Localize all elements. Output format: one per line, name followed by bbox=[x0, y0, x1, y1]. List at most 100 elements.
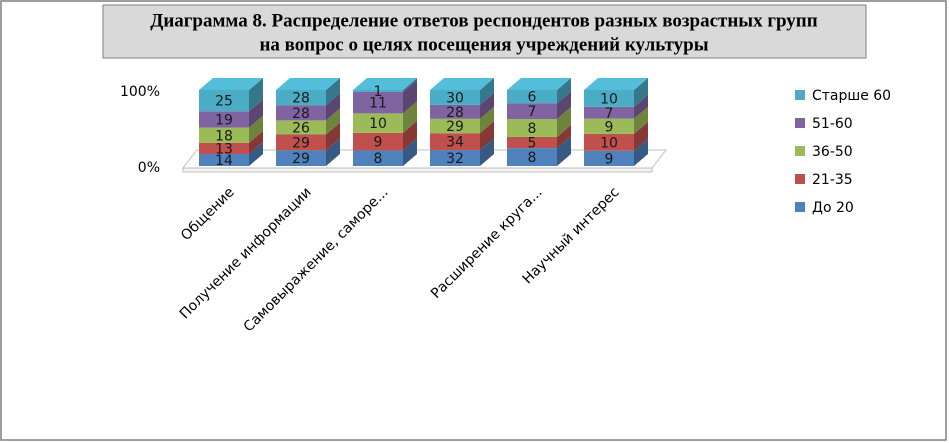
data-label: 26 bbox=[292, 120, 310, 136]
bar-side bbox=[480, 138, 494, 166]
legend-swatch bbox=[795, 90, 805, 100]
data-label: 5 bbox=[528, 136, 537, 152]
bar bbox=[353, 90, 403, 92]
bar bbox=[584, 150, 634, 166]
data-label: 9 bbox=[605, 119, 614, 135]
bar bbox=[507, 103, 557, 120]
data-label: 32 bbox=[446, 151, 464, 167]
bar-top bbox=[584, 78, 648, 90]
data-label: 18 bbox=[215, 128, 233, 144]
bar-side bbox=[403, 79, 417, 114]
bar bbox=[276, 120, 326, 135]
data-label: 29 bbox=[446, 119, 464, 135]
bar-side bbox=[403, 120, 417, 151]
bar bbox=[276, 105, 326, 121]
legend-label: 36-50 bbox=[812, 144, 853, 160]
data-label: 8 bbox=[528, 150, 537, 166]
bar bbox=[584, 106, 634, 119]
legend-label: 51-60 bbox=[812, 116, 853, 132]
bar-side bbox=[403, 78, 417, 92]
bar bbox=[430, 133, 480, 151]
bar bbox=[199, 127, 249, 143]
bar-top bbox=[276, 78, 340, 90]
bar-top bbox=[353, 78, 417, 90]
bar-side bbox=[326, 122, 340, 151]
data-label: 25 bbox=[215, 94, 233, 110]
floor-edge bbox=[182, 167, 653, 173]
bar bbox=[430, 90, 480, 105]
data-label: 7 bbox=[605, 106, 614, 122]
bar bbox=[353, 113, 403, 133]
data-label: 11 bbox=[369, 96, 387, 112]
bar bbox=[199, 111, 249, 128]
bar bbox=[507, 119, 557, 137]
bar-side bbox=[403, 138, 417, 166]
bar-side bbox=[480, 92, 494, 119]
bar-side bbox=[557, 78, 571, 104]
data-label: 30 bbox=[446, 90, 464, 106]
bar bbox=[353, 150, 403, 166]
bar-top bbox=[199, 78, 263, 90]
bar-side bbox=[249, 130, 263, 155]
bar-side bbox=[249, 99, 263, 128]
bar bbox=[276, 90, 326, 106]
bar bbox=[584, 133, 634, 151]
data-label: 28 bbox=[292, 106, 310, 122]
data-label: 19 bbox=[215, 112, 233, 128]
data-label: 6 bbox=[528, 90, 537, 106]
data-label: 10 bbox=[369, 116, 387, 132]
legend-label: До 20 bbox=[812, 200, 854, 216]
data-label: 34 bbox=[446, 135, 464, 151]
y-tick-label: 0% bbox=[138, 160, 160, 176]
data-label: 28 bbox=[292, 91, 310, 107]
y-tick-label: 100% bbox=[120, 84, 160, 100]
data-label: 29 bbox=[292, 135, 310, 151]
bar bbox=[276, 134, 326, 151]
bar-side bbox=[249, 78, 263, 112]
bar-side bbox=[634, 94, 648, 119]
bar bbox=[353, 91, 403, 114]
legend-label: 21-35 bbox=[812, 172, 853, 188]
legend-label: Старше 60 bbox=[812, 88, 891, 104]
bar-side bbox=[557, 124, 571, 149]
bar-top bbox=[430, 78, 494, 90]
data-label: 10 bbox=[600, 135, 618, 151]
data-label: 9 bbox=[374, 135, 383, 151]
bar bbox=[199, 142, 249, 155]
data-label: 14 bbox=[215, 153, 233, 169]
bar bbox=[430, 118, 480, 134]
bar-side bbox=[634, 78, 648, 107]
data-label: 7 bbox=[528, 104, 537, 120]
bar-side bbox=[326, 93, 340, 121]
legend-swatch bbox=[795, 174, 805, 184]
bar bbox=[430, 150, 480, 166]
legend-swatch bbox=[795, 118, 805, 128]
data-label: 28 bbox=[446, 105, 464, 121]
chart-title: на вопрос о целях посещения учреждений к… bbox=[259, 34, 708, 55]
bar-side bbox=[326, 108, 340, 135]
data-label: 29 bbox=[292, 151, 310, 167]
data-label: 1 bbox=[374, 84, 383, 100]
data-label: 9 bbox=[605, 151, 614, 167]
data-label: 8 bbox=[528, 121, 537, 137]
bar-side bbox=[326, 78, 340, 106]
title-box bbox=[102, 4, 867, 59]
bar-side bbox=[557, 136, 571, 166]
bar bbox=[276, 150, 326, 166]
bar-side bbox=[480, 121, 494, 151]
bar-side bbox=[634, 138, 648, 166]
data-label: 8 bbox=[374, 151, 383, 167]
bar-side bbox=[634, 106, 648, 134]
bar-side bbox=[480, 78, 494, 105]
bar-side bbox=[249, 142, 263, 166]
bar bbox=[353, 132, 403, 151]
bar-side bbox=[249, 115, 263, 143]
bar-side bbox=[403, 101, 417, 133]
bar bbox=[507, 148, 557, 166]
bar bbox=[430, 104, 480, 119]
bar bbox=[507, 136, 557, 149]
data-label: 13 bbox=[215, 141, 233, 157]
chart-title: Диаграмма 8. Распределение ответов респо… bbox=[150, 10, 817, 31]
